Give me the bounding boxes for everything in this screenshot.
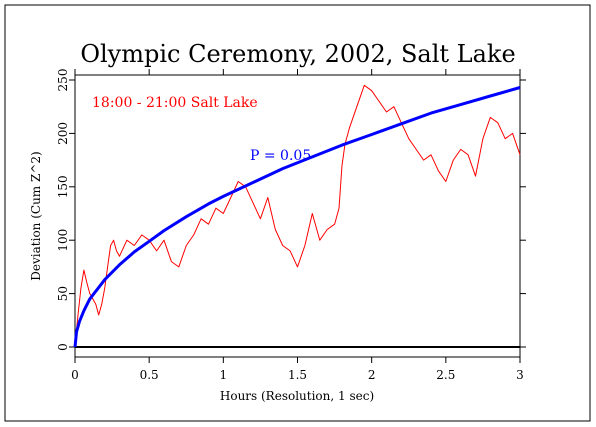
x-tick-label: 1 [220,368,228,382]
significance-curve [73,86,521,348]
series-layer [73,84,521,348]
cumulative-deviation-line [74,84,521,345]
y-tick-label: 100 [56,229,70,252]
x-tick-label: 1.5 [288,368,307,382]
y-tick-label: 150 [56,175,70,198]
series-label-red: 18:00 - 21:00 Salt Lake [92,95,258,111]
x-tick-label: 2.5 [436,368,455,382]
y-axis-ticks: 0 50 100 150 200 250 [56,69,526,351]
y-tick-label: 250 [56,69,70,92]
series-label-blue: P = 0.05 [250,148,311,164]
x-tick-label: 0.5 [140,368,159,382]
x-axis-ticks: 0 0.5 1 1.5 2 2.5 3 [71,69,524,382]
y-tick-label: 50 [56,286,70,301]
y-tick-label: 0 [56,343,70,351]
y-tick-label: 200 [56,122,70,145]
x-tick-label: 3 [516,368,524,382]
x-tick-label: 0 [71,368,79,382]
x-tick-label: 2 [368,368,376,382]
y-axis-label: Deviation (Cum Z^2) [29,151,43,280]
chart-title: Olympic Ceremony, 2002, Salt Lake [80,40,515,68]
x-axis-label: Hours (Resolution, 1 sec) [220,389,374,403]
